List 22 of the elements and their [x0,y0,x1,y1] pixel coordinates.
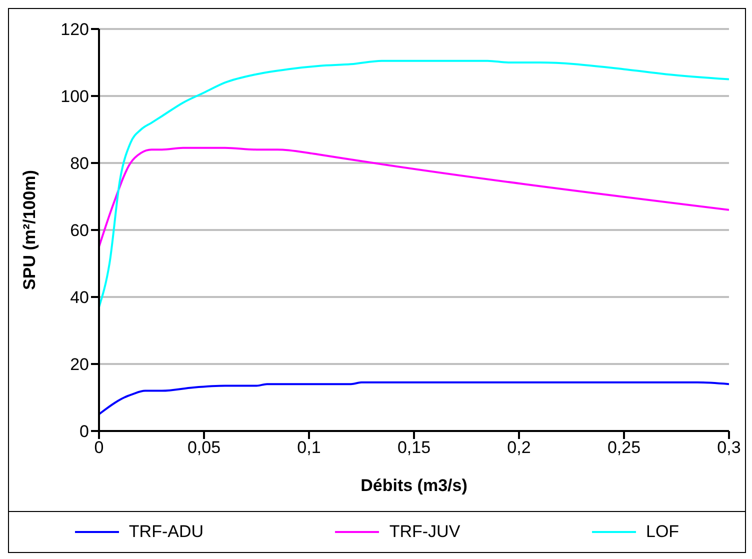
y-tick-label: 20 [70,355,89,374]
x-tick-label: 0 [94,438,104,458]
legend-label: TRF-ADU [128,522,204,542]
y-tick-label: 100 [60,87,89,106]
legend-label: TRF-JUV [389,522,460,542]
y-tick-label: 40 [70,288,89,308]
x-tick-label: 0,05 [187,438,221,458]
y-axis-title: SPU (m²/100m) [20,170,40,290]
y-tick-label: 60 [70,221,89,240]
x-tick-label: 0,15 [397,438,431,458]
line-series [99,381,729,416]
line-series [99,60,729,308]
x-tick-label: 0,1 [297,438,321,458]
legend-label: LOF [646,522,680,542]
line-series [99,146,729,248]
x-tick-label: 0,25 [607,438,641,458]
y-tick-label: 120 [60,20,89,40]
y-tick-label: 80 [70,154,89,174]
x-tick-label: 0,3 [717,438,741,458]
x-axis-title: Débits (m3/s) [360,476,468,495]
y-tick-label: 0 [80,422,89,442]
x-tick-label: 0,2 [507,438,531,458]
